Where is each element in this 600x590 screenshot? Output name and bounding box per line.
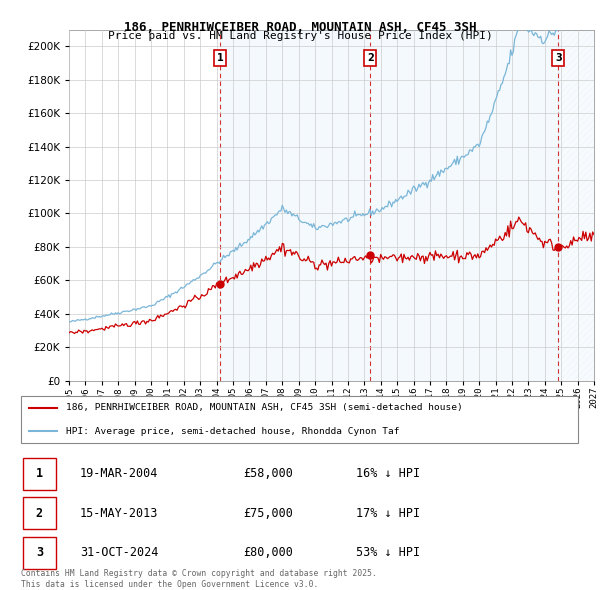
Text: HPI: Average price, semi-detached house, Rhondda Cynon Taf: HPI: Average price, semi-detached house,… bbox=[66, 427, 400, 436]
FancyBboxPatch shape bbox=[23, 458, 56, 490]
Text: 53% ↓ HPI: 53% ↓ HPI bbox=[356, 546, 421, 559]
Text: £75,000: £75,000 bbox=[244, 507, 293, 520]
FancyBboxPatch shape bbox=[23, 497, 56, 529]
Text: 19-MAR-2004: 19-MAR-2004 bbox=[80, 467, 158, 480]
Text: 1: 1 bbox=[36, 467, 43, 480]
FancyBboxPatch shape bbox=[21, 396, 578, 443]
Bar bbox=[220, 30, 559, 381]
Text: 2: 2 bbox=[36, 507, 43, 520]
Text: £58,000: £58,000 bbox=[244, 467, 293, 480]
Text: 1: 1 bbox=[217, 53, 223, 63]
Text: 16% ↓ HPI: 16% ↓ HPI bbox=[356, 467, 421, 480]
Text: 3: 3 bbox=[555, 53, 562, 63]
Text: 186, PENRHIWCEIBER ROAD, MOUNTAIN ASH, CF45 3SH (semi-detached house): 186, PENRHIWCEIBER ROAD, MOUNTAIN ASH, C… bbox=[66, 403, 463, 412]
Text: 3: 3 bbox=[36, 546, 43, 559]
Text: Contains HM Land Registry data © Crown copyright and database right 2025.
This d: Contains HM Land Registry data © Crown c… bbox=[21, 569, 377, 589]
Text: 15-MAY-2013: 15-MAY-2013 bbox=[80, 507, 158, 520]
FancyBboxPatch shape bbox=[23, 537, 56, 569]
Text: 2: 2 bbox=[367, 53, 374, 63]
Text: Price paid vs. HM Land Registry's House Price Index (HPI): Price paid vs. HM Land Registry's House … bbox=[107, 31, 493, 41]
Bar bbox=[559, 30, 594, 381]
Text: 17% ↓ HPI: 17% ↓ HPI bbox=[356, 507, 421, 520]
Text: £80,000: £80,000 bbox=[244, 546, 293, 559]
Text: 31-OCT-2024: 31-OCT-2024 bbox=[80, 546, 158, 559]
Text: 186, PENRHIWCEIBER ROAD, MOUNTAIN ASH, CF45 3SH: 186, PENRHIWCEIBER ROAD, MOUNTAIN ASH, C… bbox=[124, 21, 476, 34]
